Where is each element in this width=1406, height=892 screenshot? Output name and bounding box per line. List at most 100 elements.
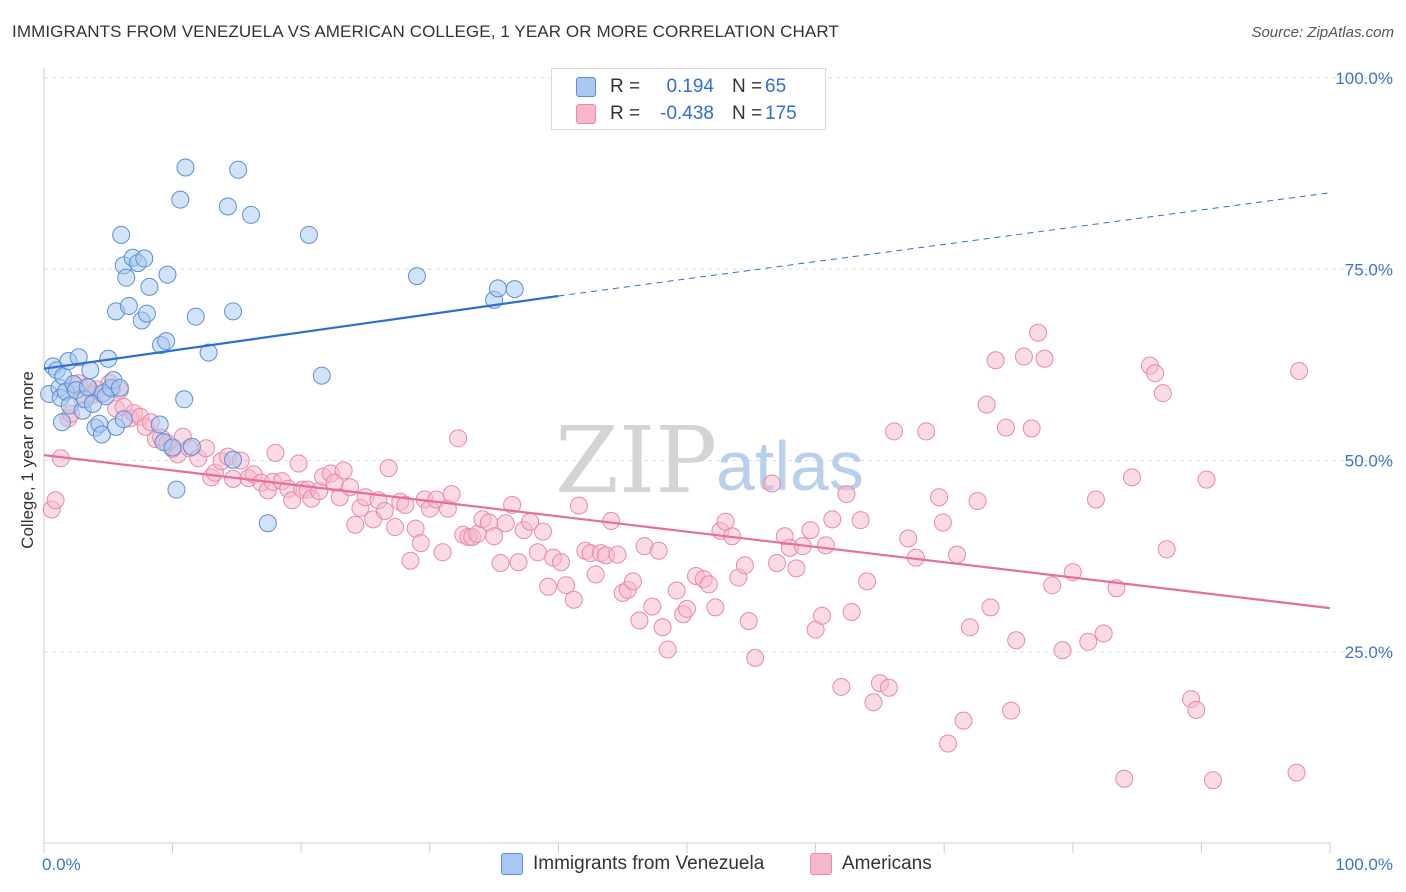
trend-line — [43, 454, 1331, 610]
data-point — [334, 461, 353, 480]
data-point — [167, 480, 186, 499]
data-point — [1079, 632, 1098, 651]
trend-lines — [43, 192, 1331, 610]
data-point — [539, 577, 558, 596]
data-point — [1146, 364, 1165, 383]
data-point — [569, 496, 588, 515]
data-point — [899, 529, 918, 548]
data-point — [140, 277, 159, 296]
data-point — [879, 678, 898, 697]
data-point — [488, 279, 507, 298]
data-point — [505, 280, 524, 299]
data-point — [813, 606, 832, 625]
data-point — [442, 485, 461, 504]
data-point — [401, 551, 420, 570]
data-point — [885, 422, 904, 441]
data-point — [643, 597, 662, 616]
n-value: 175 — [765, 103, 797, 124]
data-point — [699, 575, 718, 594]
data-point — [864, 693, 883, 712]
data-point — [157, 332, 176, 351]
data-point — [986, 351, 1005, 370]
data-point — [706, 598, 725, 617]
data-point — [1115, 769, 1134, 788]
legend-item-venezuela[interactable]: Immigrants from Venezuela — [501, 851, 791, 877]
data-point — [117, 268, 136, 287]
chart-source: Source: ZipAtlas.com — [1251, 24, 1394, 41]
data-point — [92, 425, 111, 444]
r-label: R = — [610, 76, 641, 97]
data-point — [112, 225, 131, 244]
data-point — [1197, 470, 1216, 489]
data-point — [649, 541, 668, 560]
data-point — [933, 513, 952, 532]
n-value: 65 — [765, 76, 787, 97]
data-point — [110, 378, 129, 397]
data-point — [851, 511, 870, 530]
data-point — [1153, 384, 1172, 403]
data-point — [509, 553, 528, 572]
data-point — [1029, 323, 1048, 342]
data-point — [787, 559, 806, 578]
data-point — [176, 158, 195, 177]
data-point — [258, 514, 277, 533]
stats-row-americans: R = -0.438 N = 175 — [552, 100, 825, 128]
data-point — [171, 190, 190, 209]
data-point — [491, 554, 510, 573]
tick-labels: 25.0% 50.0% 75.0% 100.0% 0.0% 100.0% — [42, 69, 1393, 874]
data-point — [396, 495, 415, 514]
data-point — [1187, 700, 1206, 719]
r-value: 0.194 — [666, 76, 714, 97]
data-point — [858, 572, 877, 591]
data-point — [939, 734, 958, 753]
data-point — [960, 618, 979, 637]
data-point — [224, 450, 243, 469]
data-point — [114, 410, 133, 429]
data-point — [186, 307, 205, 326]
data-point — [1203, 771, 1222, 790]
data-point — [586, 565, 605, 584]
data-point — [266, 443, 285, 462]
data-point — [564, 590, 583, 609]
data-point — [386, 518, 405, 537]
data-point — [954, 711, 973, 730]
data-point — [981, 598, 1000, 617]
data-point — [837, 485, 856, 504]
data-point — [528, 543, 547, 562]
data-point — [69, 348, 88, 367]
data-point — [658, 640, 677, 659]
data-point — [801, 521, 820, 540]
data-point — [1157, 540, 1176, 559]
data-point — [158, 265, 177, 284]
data-point — [762, 474, 781, 493]
n-label: N = — [732, 76, 763, 97]
data-point — [608, 545, 627, 564]
data-point — [81, 361, 100, 380]
data-point — [1043, 576, 1062, 595]
data-point — [816, 536, 835, 555]
data-point — [379, 459, 398, 478]
data-point — [977, 395, 996, 414]
data-point — [678, 599, 696, 618]
data-point — [832, 677, 851, 696]
data-point — [1287, 763, 1306, 782]
data-point — [503, 495, 522, 514]
data-point — [653, 618, 672, 637]
trend-line — [43, 294, 559, 370]
data-point — [1007, 631, 1026, 650]
data-point — [623, 572, 642, 591]
data-point — [842, 602, 861, 621]
legend-swatch-americans — [810, 853, 832, 875]
watermark-zip: ZIP — [555, 407, 717, 514]
data-point — [1290, 361, 1309, 380]
gridlines — [44, 77, 1392, 653]
data-point — [312, 366, 331, 385]
data-point — [667, 581, 686, 600]
data-point — [433, 543, 452, 562]
legend-item-americans[interactable]: Americans — [810, 851, 950, 877]
stats-legend: R = 0.194 N = 65 R = -0.438 N = 175 — [551, 68, 826, 130]
data-point — [175, 390, 194, 409]
data-point — [46, 491, 65, 510]
data-point — [557, 576, 576, 595]
